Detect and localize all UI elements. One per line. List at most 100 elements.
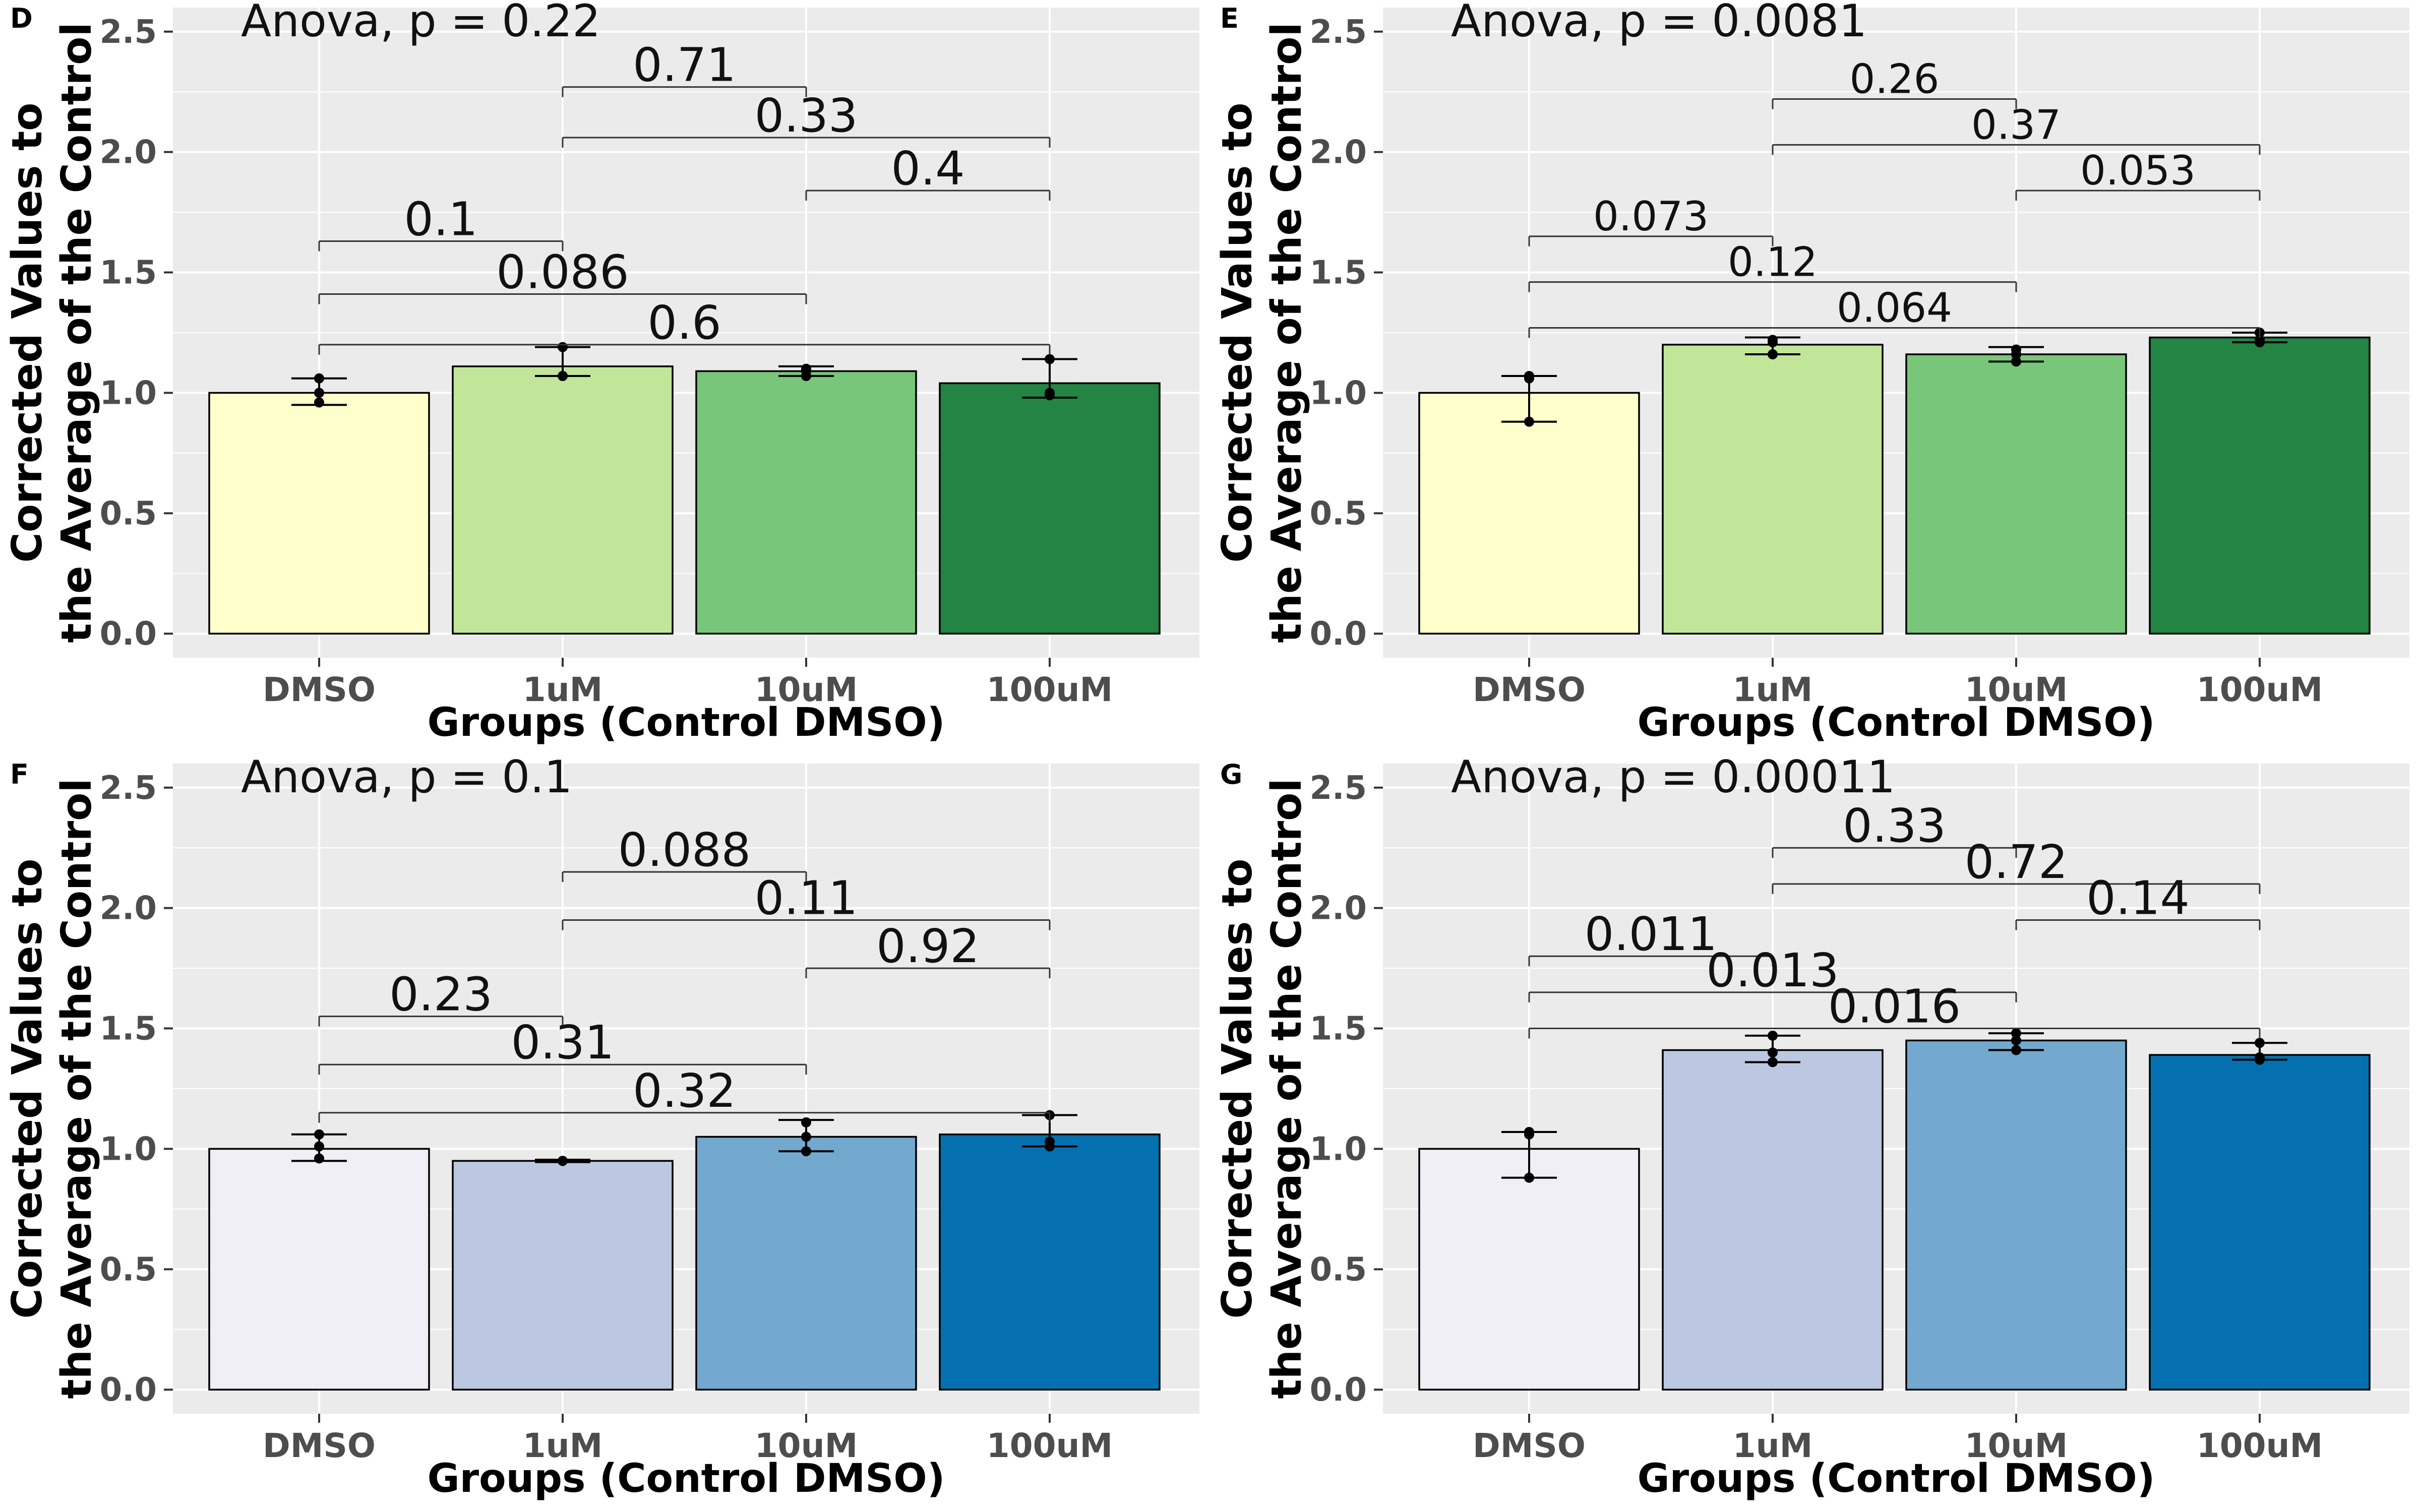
data-point xyxy=(558,371,568,381)
anova-text: Anova, p = 0.1 xyxy=(241,751,572,803)
bar-100um xyxy=(939,1133,1161,1391)
p-value-label: 0.33 xyxy=(1843,799,1946,853)
data-point xyxy=(2011,1045,2021,1055)
x-axis-title: Groups (Control DMSO) xyxy=(428,1456,945,1501)
p-value-label: 0.086 xyxy=(496,245,629,299)
data-point xyxy=(1524,371,1534,381)
p-value-label: 0.073 xyxy=(1593,193,1709,240)
x-tick-label: 1uM xyxy=(523,670,603,709)
data-point xyxy=(1768,1057,1778,1067)
bar-dmso xyxy=(208,392,430,635)
data-point xyxy=(314,1141,324,1152)
x-tick-label: 100uM xyxy=(987,1426,1113,1465)
y-tick-label: 1.5 xyxy=(100,1011,157,1048)
p-value-label: 0.11 xyxy=(755,871,858,925)
bar-1um xyxy=(452,365,674,635)
y-tick-label: 2.5 xyxy=(1310,14,1367,51)
y-tick-label: 0.5 xyxy=(100,1251,157,1288)
x-tick-label: 1uM xyxy=(1733,670,1813,709)
panel-letter: E xyxy=(1220,3,1239,34)
data-point xyxy=(2011,1035,2021,1046)
chart-panel-d: 0.71 0.33 0.4 0.1 0.086 0.6 Anova, p = 0.22 0.0… xyxy=(4,0,1199,745)
y-tick-label: 1.0 xyxy=(100,374,157,412)
anova-text: Anova, p = 0.0081 xyxy=(1451,0,1867,47)
bar-100um xyxy=(2149,336,2371,635)
y-tick-label: 0.0 xyxy=(1310,615,1367,653)
p-value-label: 0.32 xyxy=(633,1064,736,1118)
y-axis-title-line1: Corrected Values to xyxy=(4,859,51,1319)
chart-panel-e: 0.26 0.37 0.053 0.073 0.12 0.064 Anova, p = 0.… xyxy=(1214,0,2409,745)
y-tick-label: 2.0 xyxy=(1310,890,1367,927)
p-value-label: 0.92 xyxy=(876,919,980,973)
p-value-label: 0.14 xyxy=(2086,871,2190,925)
data-point xyxy=(1045,1137,1055,1147)
x-tick-label: 10uM xyxy=(755,670,858,709)
bar-10um xyxy=(695,370,917,635)
data-point xyxy=(1524,416,1534,427)
y-tick-label: 1.0 xyxy=(1310,1130,1367,1168)
p-value-label: 0.71 xyxy=(633,38,736,92)
x-tick-label: DMSO xyxy=(1473,1426,1586,1465)
data-point xyxy=(558,1156,568,1166)
p-value-label: 0.6 xyxy=(647,296,721,350)
data-point xyxy=(801,1131,811,1142)
x-tick-label: 1uM xyxy=(1733,1426,1813,1465)
data-point xyxy=(2011,344,2021,355)
bar-100um xyxy=(2149,1054,2371,1391)
p-value-label: 0.37 xyxy=(1971,101,2061,148)
data-point xyxy=(1524,1127,1534,1137)
bar-10um xyxy=(1905,353,2127,635)
data-point xyxy=(1768,1047,1778,1058)
y-tick-label: 0.5 xyxy=(100,495,157,532)
bar-dmso xyxy=(1418,392,1640,635)
p-value-label: 0.33 xyxy=(755,89,858,143)
bar-dmso xyxy=(208,1148,430,1391)
p-value-label: 0.088 xyxy=(618,823,751,877)
y-tick-label: 1.5 xyxy=(1310,255,1367,292)
y-axis-title-line2: the Average of the Control xyxy=(53,778,101,1399)
data-point xyxy=(558,342,568,352)
y-tick-label: 0.5 xyxy=(1310,1251,1367,1288)
x-axis-title: Groups (Control DMSO) xyxy=(1638,700,2155,745)
x-axis-title: Groups (Control DMSO) xyxy=(428,700,945,745)
data-point xyxy=(1768,1030,1778,1041)
data-point xyxy=(314,397,324,408)
x-tick-label: 10uM xyxy=(1965,670,2068,709)
y-tick-label: 0.0 xyxy=(100,615,157,653)
data-point xyxy=(1045,354,1055,364)
p-value-label: 0.013 xyxy=(1706,943,1839,997)
bar-100um xyxy=(939,382,1161,635)
y-tick-label: 2.0 xyxy=(100,890,157,927)
data-point xyxy=(314,373,324,384)
y-tick-label: 2.5 xyxy=(100,770,157,807)
x-tick-label: 10uM xyxy=(755,1426,858,1465)
data-point xyxy=(314,1153,324,1164)
x-tick-label: 10uM xyxy=(1965,1426,2068,1465)
x-tick-label: DMSO xyxy=(1473,670,1586,709)
p-value-label: 0.23 xyxy=(389,968,493,1022)
data-point xyxy=(2011,1028,2021,1039)
y-tick-label: 2.0 xyxy=(1310,134,1367,171)
p-value-label: 0.31 xyxy=(511,1016,615,1069)
p-value-label: 0.016 xyxy=(1828,980,1961,1034)
anova-text: Anova, p = 0.00011 xyxy=(1451,751,1895,803)
data-point xyxy=(314,1129,324,1140)
p-value-label: 0.011 xyxy=(1585,907,1717,961)
y-axis-title-line1: Corrected Values to xyxy=(4,103,51,563)
x-tick-label: DMSO xyxy=(263,1426,376,1465)
data-point xyxy=(1768,335,1778,345)
panel-letter: D xyxy=(10,3,33,34)
y-axis-title-line2: the Average of the Control xyxy=(1263,22,1311,643)
bar-1um xyxy=(452,1160,674,1391)
bar-1um xyxy=(1662,344,1884,635)
data-point xyxy=(2011,356,2021,367)
data-point xyxy=(801,1146,811,1157)
y-tick-label: 0.5 xyxy=(1310,495,1367,532)
y-tick-label: 2.5 xyxy=(1310,770,1367,807)
bar-1um xyxy=(1662,1049,1884,1391)
y-axis-title-line2: the Average of the Control xyxy=(53,22,101,643)
y-tick-label: 0.0 xyxy=(1310,1371,1367,1409)
